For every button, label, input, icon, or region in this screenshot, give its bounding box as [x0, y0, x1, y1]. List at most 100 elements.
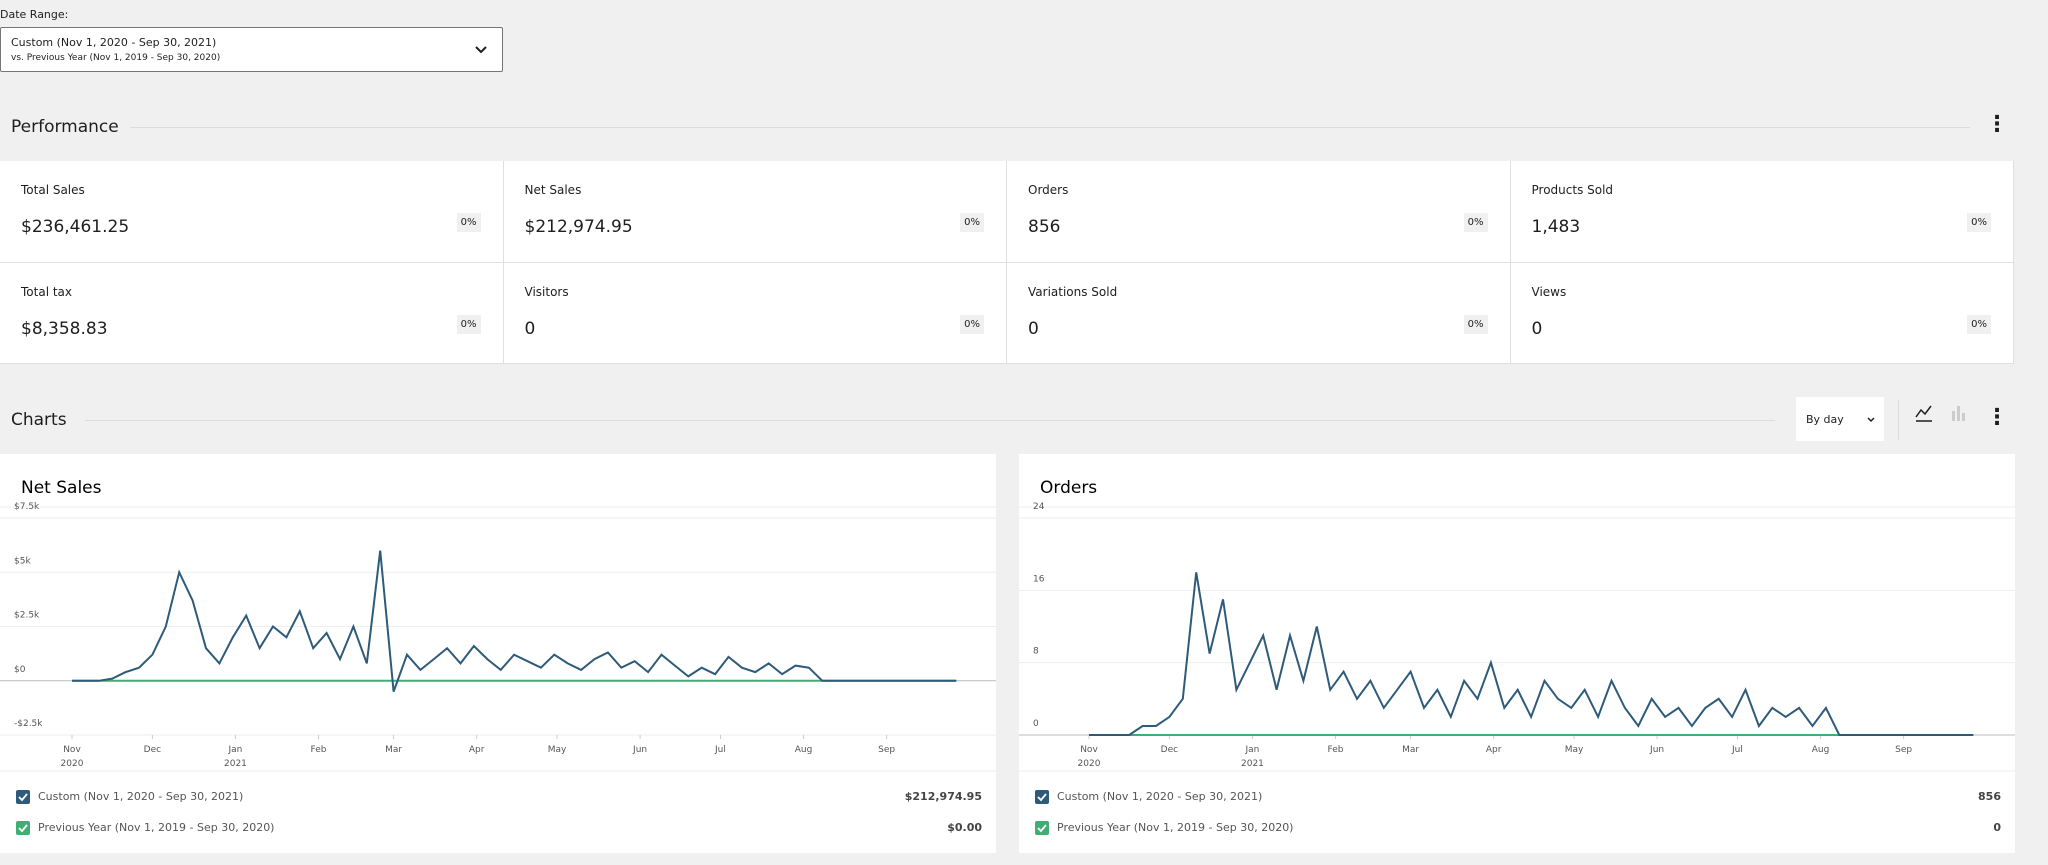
x-tick-label: Feb [1328, 745, 1344, 755]
date-range-secondary: vs. Previous Year (Nov 1, 2019 - Sep 30,… [11, 53, 221, 63]
y-tick-label: $2.5k [14, 611, 40, 621]
tile-change: 0% [1967, 314, 1991, 334]
tile-label: Products Sold [1531, 183, 1614, 197]
x-tick-label: Dec [144, 745, 161, 755]
y-tick-label: 0 [1033, 719, 1039, 729]
tile-change: 0% [960, 314, 984, 334]
tile-value: 0 [1531, 318, 1543, 339]
legend-total: $0.00 [947, 821, 982, 834]
tile: Visitors 0 0% [503, 262, 1007, 364]
series-line [1089, 572, 1974, 736]
chart-panel: Orders 0 8 16 24 Nov 2020 Dec Jan 2021 Feb Mar Apr Ma… [1019, 454, 2015, 853]
tile: Net Sales $212,974.95 0% [503, 161, 1007, 263]
x-tick-label: Jan [228, 745, 243, 755]
tile-change: 0% [1463, 213, 1488, 232]
x-tick-sublabel: 2021 [1241, 759, 1264, 769]
tile-value: $236,461.25 [21, 217, 130, 237]
x-tick-label: Dec [1161, 745, 1178, 755]
legend-check [18, 824, 28, 833]
x-tick-label: Aug [1812, 745, 1830, 755]
x-tick-label: Mar [385, 745, 402, 755]
line-chart-toggle[interactable] [1914, 403, 1934, 423]
chart: Net Sales -$2.5k $0 $2.5k $5k $7.5k Nov 2020 Dec… [0, 478, 996, 835]
legend-check [1037, 793, 1047, 802]
x-tick-label: Mar [1402, 745, 1419, 755]
y-tick-label: $5k [14, 556, 31, 566]
x-tick-label: Aug [795, 745, 813, 755]
legend-checkbox [16, 790, 30, 804]
tile-label: Total tax [21, 284, 72, 299]
performance-menu[interactable]: ⋮ [1986, 112, 2008, 137]
tile-label: Net Sales [524, 183, 582, 197]
divider [130, 127, 1970, 128]
legend-label: Previous Year (Nov 1, 2019 - Sep 30, 202… [38, 821, 274, 834]
legend-label: Previous Year (Nov 1, 2019 - Sep 30, 202… [1057, 821, 1293, 834]
x-tick-label: Sep [1895, 745, 1912, 755]
chevron [1867, 417, 1875, 423]
legend-check [1037, 824, 1047, 833]
interval-select[interactable]: By day [1796, 397, 1884, 441]
tile-change: 0% [1967, 213, 1991, 232]
date-range-dropdown[interactable]: Custom (Nov 1, 2020 - Sep 30, 2021) vs. … [0, 27, 503, 72]
x-tick-label: Feb [311, 745, 327, 755]
y-tick-label: $7.5k [14, 502, 40, 512]
chart-panel: Net Sales -$2.5k $0 $2.5k $5k $7.5k Nov 2020 Dec… [0, 454, 996, 853]
tile-change: 0% [960, 213, 984, 232]
tile-value: 1,483 [1531, 217, 1581, 237]
x-tick-label: May [1565, 745, 1584, 755]
x-tick-label: Apr [1486, 745, 1502, 755]
x-tick-label: Sep [878, 745, 895, 755]
performance-title: Performance [11, 117, 119, 137]
bar-chart-toggle[interactable] [1948, 403, 1968, 423]
x-tick-label: Nov [1080, 745, 1098, 755]
charts-menu[interactable]: ⋮ [1986, 405, 2008, 430]
x-tick-label: Jul [1731, 745, 1743, 755]
legend-checkbox [1035, 821, 1049, 835]
tile-value: 856 [1028, 217, 1061, 237]
series-line [72, 550, 957, 692]
tile-value: $212,974.95 [524, 217, 633, 237]
tile-change: 0% [456, 213, 481, 232]
tile-change: 0% [456, 314, 481, 334]
tile-label: Visitors [524, 284, 569, 299]
x-tick-sublabel: 2020 [61, 759, 84, 769]
tile-label: Views [1531, 284, 1567, 299]
x-tick-sublabel: 2020 [1078, 759, 1101, 769]
date-range-label: Date Range: [0, 8, 69, 21]
y-tick-label: 8 [1033, 647, 1039, 657]
legend-total: 0 [1993, 821, 2001, 834]
x-tick-label: Jun [632, 745, 647, 755]
legend-label: Custom (Nov 1, 2020 - Sep 30, 2021) [1057, 790, 1262, 803]
y-tick-label: 24 [1033, 502, 1045, 512]
performance-tiles: Total Sales $236,461.25 0% Net Sales $212,97… [0, 161, 2014, 364]
legend-check [18, 793, 28, 802]
tile-value: 0 [1028, 318, 1039, 339]
tile-label: Orders [1028, 183, 1069, 197]
chart-title: Net Sales [21, 478, 102, 498]
tile: Variations Sold 0 0% [1007, 262, 1511, 364]
tile-value: $8,358.83 [21, 318, 108, 339]
interval-label: By day [1806, 413, 1844, 426]
tile-change: 0% [1463, 314, 1488, 334]
y-tick-label: $0 [14, 665, 26, 675]
legend-total: $212,974.95 [905, 790, 982, 803]
charts-title: Charts [11, 410, 67, 430]
divider [85, 420, 1775, 421]
legend-checkbox [16, 821, 30, 835]
tile: Views 0 0% [1510, 262, 2014, 364]
tile: Total Sales $236,461.25 0% [0, 161, 504, 263]
tile-value: 0 [524, 318, 536, 339]
tile-label: Total Sales [21, 183, 85, 197]
x-tick-label: May [548, 745, 567, 755]
date-range-primary: Custom (Nov 1, 2020 - Sep 30, 2021) [11, 36, 217, 49]
tile: Total tax $8,358.83 0% [0, 262, 504, 364]
x-tick-label: Jan [1245, 745, 1260, 755]
chevron [475, 46, 487, 54]
chart-title: Orders [1040, 478, 1097, 498]
x-tick-label: Apr [469, 745, 485, 755]
x-tick-sublabel: 2021 [224, 759, 247, 769]
legend-label: Custom (Nov 1, 2020 - Sep 30, 2021) [38, 790, 243, 803]
y-tick-label: -$2.5k [14, 719, 43, 729]
tile-label: Variations Sold [1028, 284, 1118, 299]
